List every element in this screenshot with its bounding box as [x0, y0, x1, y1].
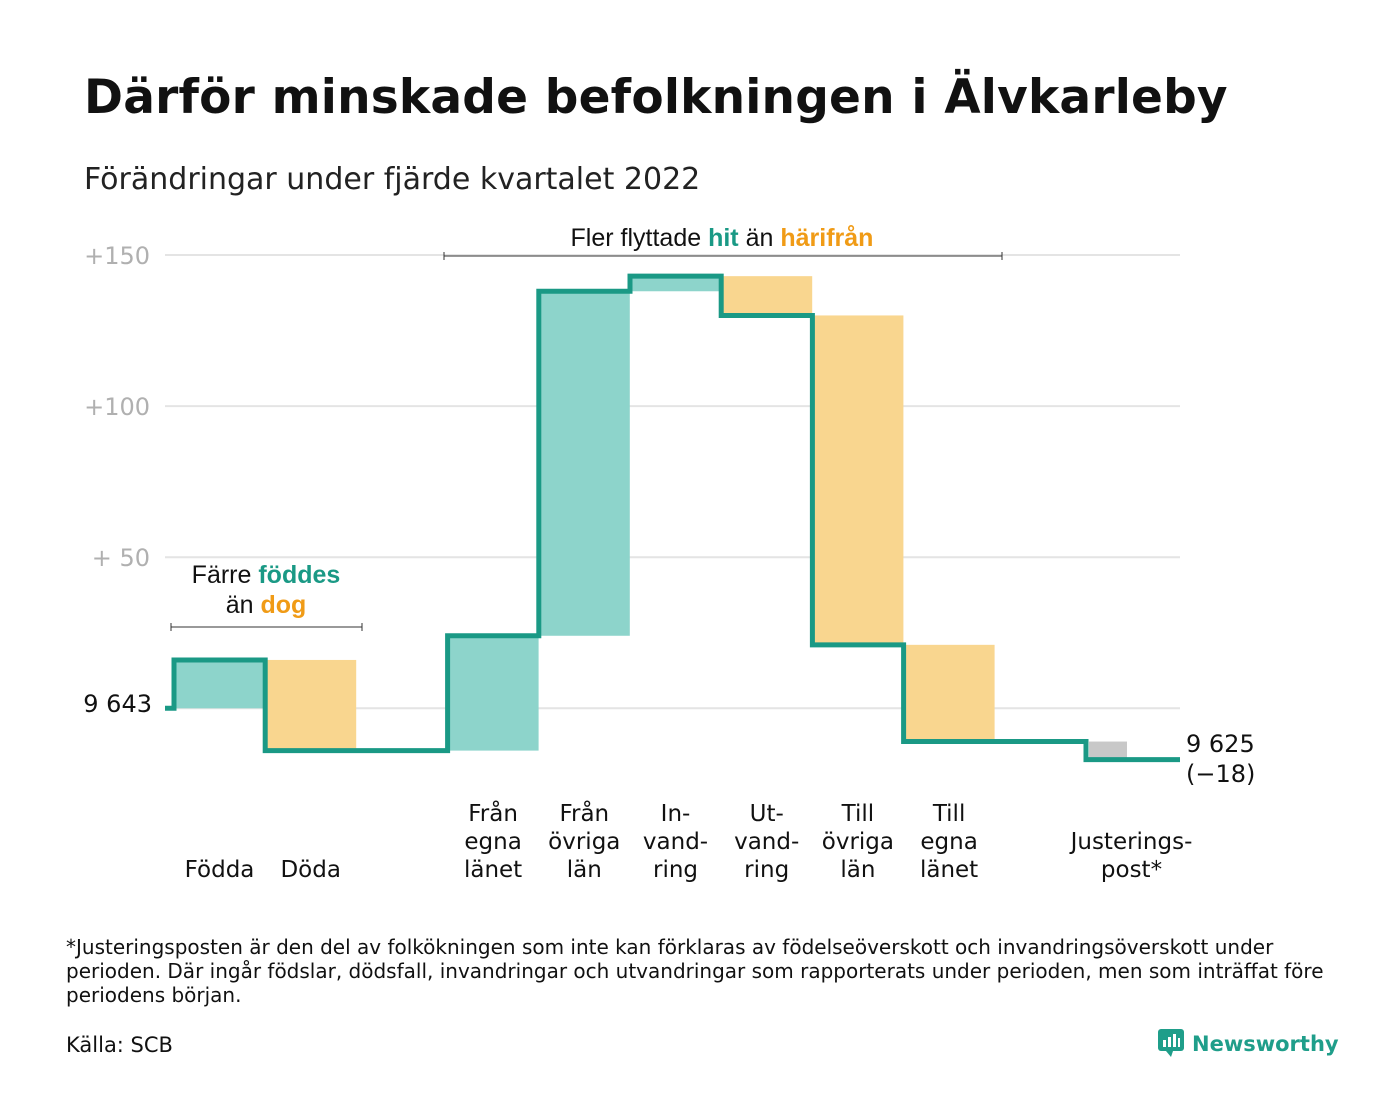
x-label-8-0: Till — [932, 801, 966, 827]
x-label-6-2: ring — [744, 857, 789, 883]
x-label-10-0: Justerings- — [1069, 829, 1193, 855]
x-label-3-1: egna — [464, 829, 521, 855]
x-label-7-1: övriga — [822, 829, 894, 855]
newsworthy-logo[interactable]: Newsworthy — [1158, 1026, 1339, 1062]
start-value-label: 9 643 — [83, 690, 152, 718]
grid-lines — [165, 254, 1180, 710]
y-tick-labels: + 50 +100 +150 — [84, 242, 150, 572]
bars — [174, 276, 1127, 760]
x-label-1-0: Döda — [280, 857, 340, 883]
end-value-label: 9 625 — [1186, 730, 1255, 758]
chart-subtitle: Förändringar under fjärde kvartalet 2022 — [84, 162, 701, 197]
migration-annotation-teal: hit — [708, 224, 739, 252]
x-label-6-1: vand- — [734, 829, 799, 855]
natural-change-annotation: Färre föddes än dog — [170, 561, 363, 631]
x-label-8-1: egna — [920, 829, 977, 855]
natural-annotation-teal: föddes — [258, 561, 340, 589]
end-labels: 9 643 9 625 (−18) — [83, 690, 1255, 788]
x-label-5-1: vand- — [643, 829, 708, 855]
end-change-label: (−18) — [1186, 760, 1255, 788]
natural-annotation-line1: Färre föddes — [192, 561, 341, 589]
waterfall-chart: + 50+100+150 Födda DödaFrånegnalänetFrånö… — [83, 224, 1255, 883]
x-label-10-1: post* — [1101, 857, 1162, 883]
x-label-0-0: Födda — [185, 857, 255, 883]
natural-annotation-text2: än — [226, 591, 254, 619]
chart-title: Därför minskade befolkningen i Älvkarleb… — [84, 70, 1228, 125]
newsworthy-logo-icon — [1158, 1026, 1184, 1062]
x-label-4-1: övriga — [548, 829, 620, 855]
step-line — [165, 273, 1180, 763]
y-tick-label-1: +100 — [84, 393, 150, 421]
x-label-5-0: In- — [661, 801, 691, 827]
bar-0 — [174, 659, 265, 709]
bar-5 — [630, 276, 721, 292]
x-label-3-0: Från — [468, 799, 518, 827]
x-label-7-2: län — [840, 857, 875, 883]
x-label-6-0: Ut- — [750, 801, 784, 827]
migration-annotation-text: Fler flyttade hit än härifrån — [571, 224, 874, 252]
x-label-7-0: Till — [841, 801, 875, 827]
x-label-4-0: Från — [559, 799, 609, 827]
migration-annotation-orange: härifrån — [780, 224, 873, 252]
cumulative-step-line — [165, 273, 1180, 763]
footnote: *Justeringsposten är den del av folkökni… — [66, 935, 1324, 1007]
x-label-3-2: länet — [464, 857, 522, 883]
bar-10 — [1089, 741, 1127, 760]
migration-annotation-pre: Fler flyttade — [571, 224, 702, 252]
x-tick-labels: Födda DödaFrånegnalänetFrånövrigalänIn-va… — [185, 799, 1193, 883]
bar-1 — [265, 659, 357, 751]
y-tick-label-0: + 50 — [92, 544, 150, 572]
x-label-4-2: län — [567, 857, 602, 883]
source-note: Källa: SCB — [66, 1033, 173, 1057]
bar-4 — [538, 291, 630, 636]
natural-annotation-orange: dog — [260, 591, 306, 619]
y-tick-label-2: +150 — [84, 242, 150, 270]
bar-8 — [903, 644, 995, 742]
bar-7 — [812, 315, 904, 645]
natural-annotation-line2: än dog — [226, 591, 307, 619]
migration-annotation-mid: än — [746, 224, 774, 252]
natural-annotation-text: Färre — [192, 561, 252, 589]
migration-annotation: Fler flyttade hit än härifrån — [443, 224, 1003, 260]
x-label-8-2: länet — [920, 857, 978, 883]
bar-3 — [447, 635, 539, 751]
x-label-5-2: ring — [653, 857, 698, 883]
newsworthy-logo-text: Newsworthy — [1192, 1032, 1339, 1056]
bar-6 — [721, 276, 813, 316]
